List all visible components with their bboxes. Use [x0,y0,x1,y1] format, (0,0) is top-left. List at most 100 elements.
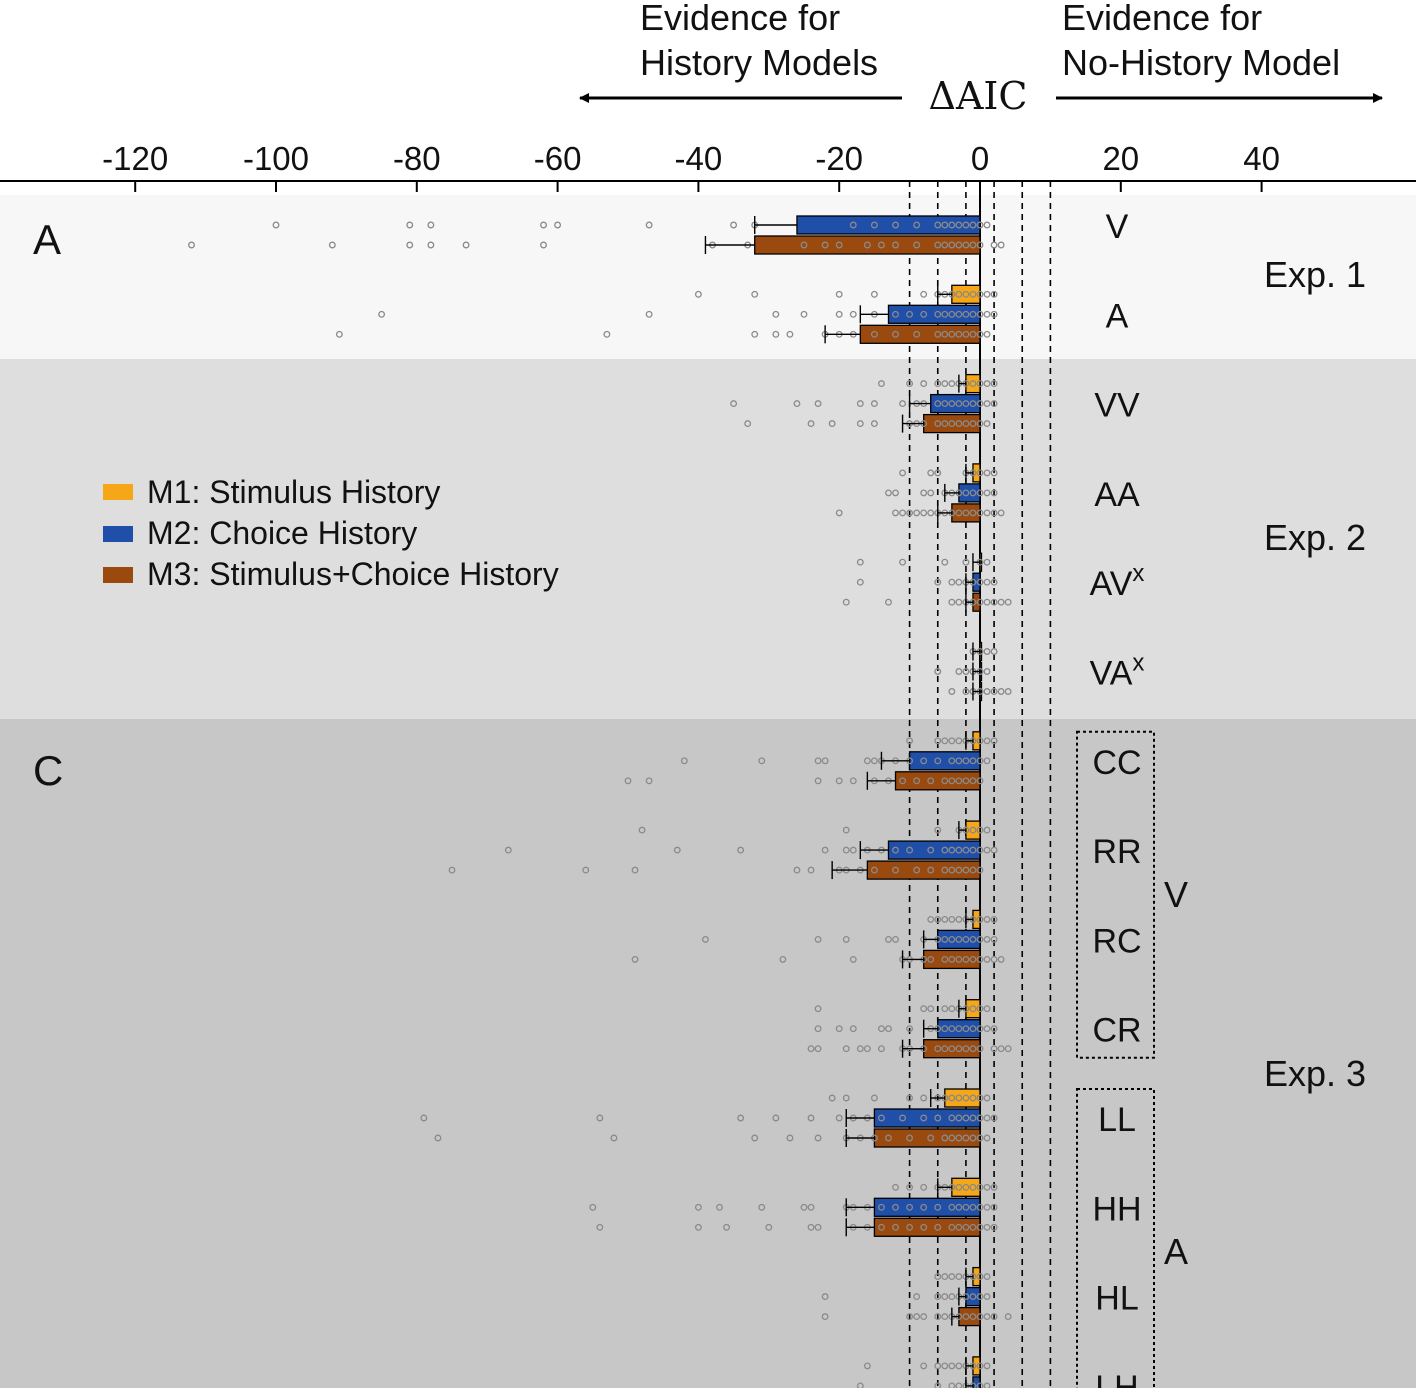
legend-label-m1: M1: Stimulus History [147,474,440,510]
data-point [800,1203,808,1211]
data-point [920,1114,928,1122]
data-point [962,935,970,943]
data-point [990,598,998,606]
data-point [863,757,871,765]
data-point [983,380,991,388]
data-point [863,1362,871,1370]
data-point [948,955,956,963]
data-point [997,1045,1005,1053]
data-point [723,1223,731,1231]
data-point [990,915,998,923]
data-point [955,330,963,338]
data-point [969,1005,977,1013]
bar-m2 [887,304,981,324]
data-point [955,1273,963,1281]
data-point [941,400,949,408]
data-point [948,310,956,318]
data-point [955,866,963,874]
data-point [969,866,977,874]
data-point [596,1223,604,1231]
data-point [969,1134,977,1142]
data-point [962,221,970,229]
data-point [962,866,970,874]
data-point [983,1293,991,1301]
data-point [990,1114,998,1122]
data-point [990,1203,998,1211]
data-point [835,1114,843,1122]
data-point [906,1223,914,1231]
bar-m2 [873,1108,981,1128]
bar-m1 [972,1356,981,1376]
data-point [842,935,850,943]
data-point [990,290,998,298]
x-tick-label: -120 [102,140,168,177]
bar-m2 [979,661,983,682]
data-point [920,509,928,517]
group-label: Exp. 3 [1264,1053,1366,1094]
data-point [877,1114,885,1122]
x-tick-label: 20 [1102,140,1139,177]
data-point [976,1114,984,1122]
data-point [948,221,956,229]
data-point [920,1203,928,1211]
data-point [934,330,942,338]
data-point [969,380,977,388]
legend-label-m2: M2: Choice History [147,515,417,551]
data-point [969,290,977,298]
data-point [969,826,977,834]
data-point [462,241,470,249]
data-point [969,777,977,785]
data-point [990,648,998,655]
data-point [983,1382,991,1388]
data-point [948,866,956,874]
data-point [842,1094,850,1102]
data-point [842,1045,850,1053]
data-point [955,668,963,675]
data-point [990,1183,998,1191]
bar-m2 [965,1286,981,1307]
condition-label: AA [1094,476,1140,514]
chart-header: Evidence for History Models Evidence for… [579,0,1383,118]
x-tick-label: -60 [534,140,582,177]
data-point [997,509,1005,517]
condition-label: RC [1092,922,1141,960]
data-point [976,380,984,388]
data-point [983,688,991,695]
data-point [962,1203,970,1211]
condition-label-superscript: x [1132,560,1144,587]
condition-label: A [1106,297,1129,335]
data-point [955,221,963,229]
data-point [730,400,738,408]
data-point [913,866,921,874]
data-point [983,420,991,428]
data-point [856,1045,864,1053]
data-point [927,866,935,874]
data-point [969,420,977,428]
bar-m2 [937,1019,981,1039]
bar-m3 [972,592,981,612]
data-point [969,1094,977,1102]
data-point [941,955,949,963]
data-point [983,668,991,675]
data-point [927,469,935,477]
data-point [737,846,745,854]
data-point [934,1114,942,1122]
bar-m3 [894,771,981,791]
data-point [786,330,794,338]
data-point [849,777,857,785]
data-point [814,935,822,943]
data-point [934,420,942,428]
group-label: Exp. 1 [1264,254,1366,295]
data-point [927,509,935,517]
data-point [638,826,646,834]
data-point [934,1223,942,1231]
data-point [188,241,195,249]
data-point [990,578,998,586]
data-point [807,1045,815,1053]
data-point [948,1134,956,1142]
data-point [969,509,977,517]
data-point [328,241,336,249]
bar-m3 [873,1128,981,1148]
data-point [694,1203,702,1211]
data-point [934,1273,942,1281]
